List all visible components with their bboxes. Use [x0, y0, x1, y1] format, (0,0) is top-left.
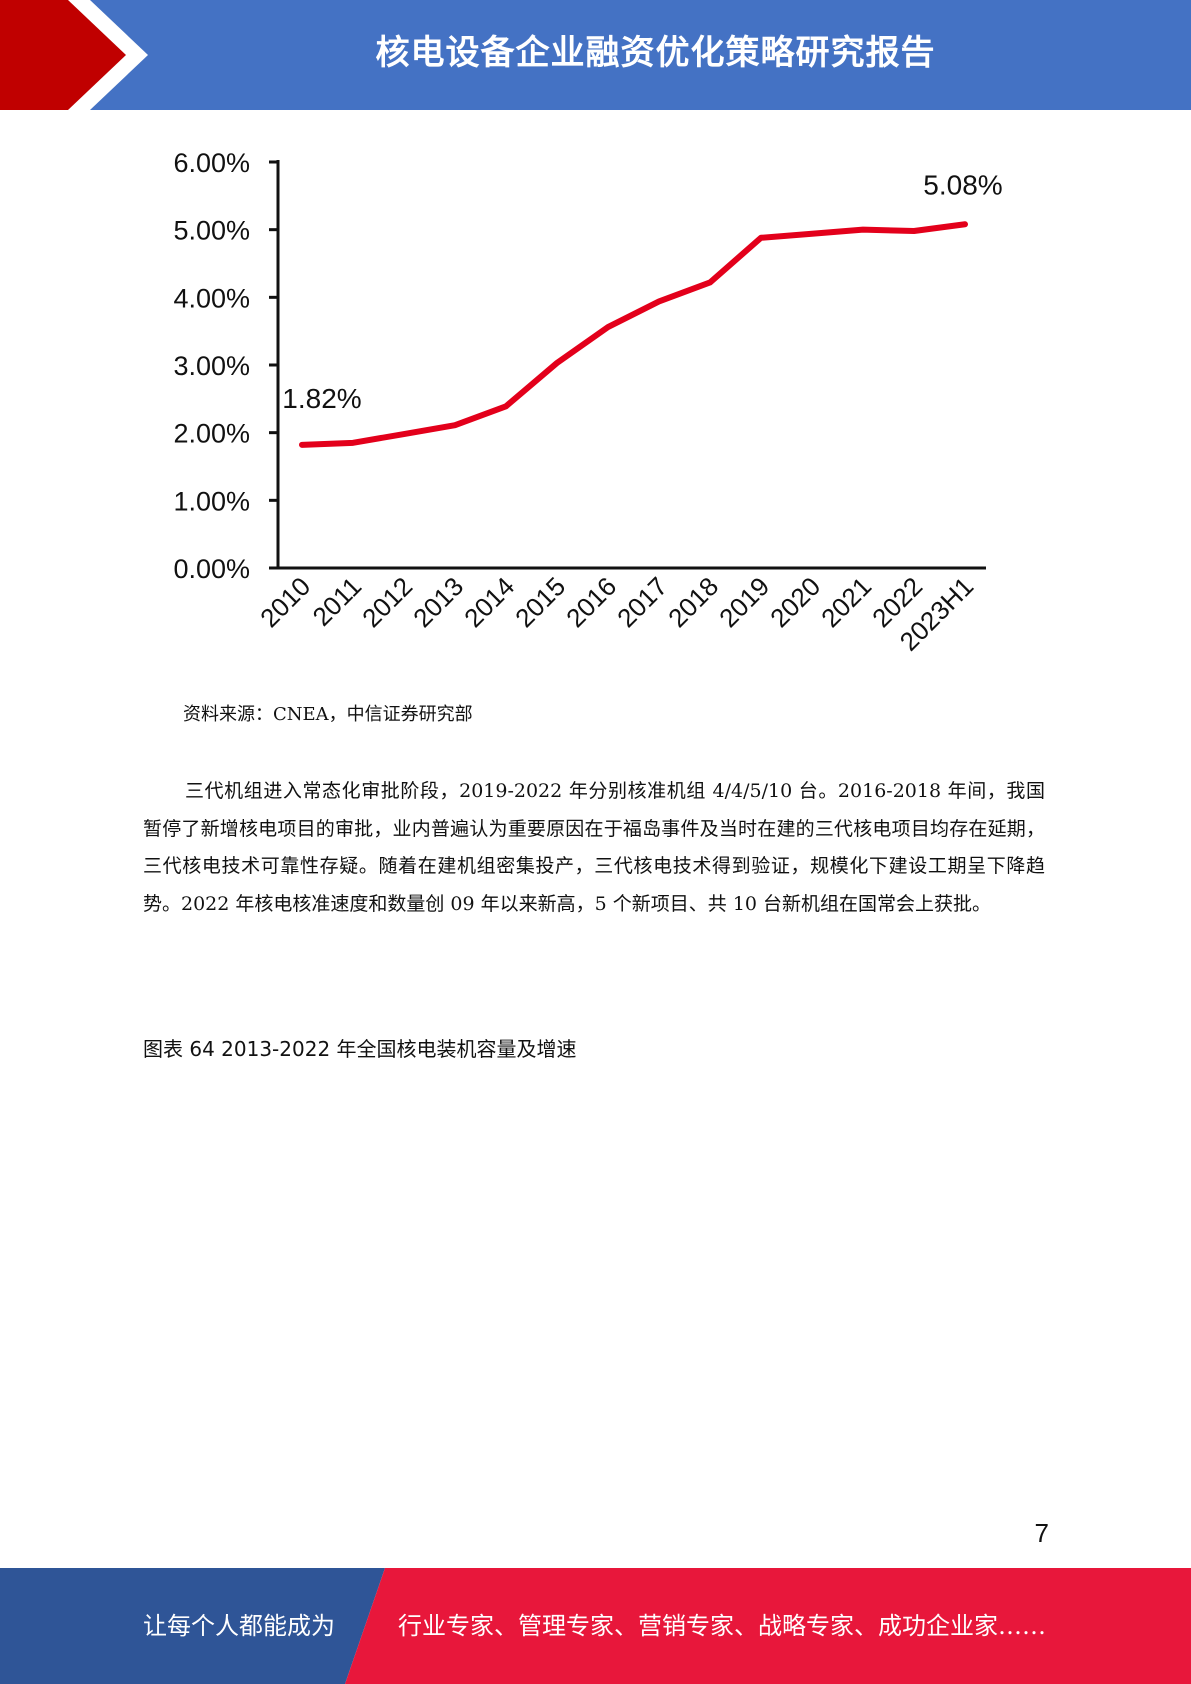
data-labels: 1.82% 5.08%: [282, 169, 1002, 414]
x-axis: 2010201120122013201420152016201720182019…: [254, 566, 986, 657]
chart-svg: 0.00% 1.00% 2.00% 3.00% 4.00% 5.00% 6.00% 2010…: [173, 148, 1002, 657]
y-tick-label: 4.00%: [173, 283, 250, 313]
header-chevron-decoration: [0, 0, 148, 110]
footer-banner: 让每个人都能成为 行业专家、管理专家、营销专家、战略专家、成功企业家……: [0, 1568, 1191, 1684]
y-axis: 0.00% 1.00% 2.00% 3.00% 4.00% 5.00% 6.00%: [173, 148, 280, 584]
figure-caption: 图表 64 2013-2022 年全国核电装机容量及增速: [143, 1037, 577, 1061]
data-label: 5.08%: [923, 169, 1002, 200]
chart-source-note: 资料来源：CNEA，中信证券研究部: [183, 704, 473, 725]
x-tick-label: 2019: [713, 571, 775, 633]
x-tick-label: 2020: [764, 571, 826, 633]
body-paragraph: 三代机组进入常态化审批阶段，2019-2022 年分别核准机组 4/4/5/10…: [143, 780, 1045, 915]
x-tick-label: 2011: [306, 571, 367, 632]
y-tick-label: 3.00%: [173, 351, 250, 381]
series-group: [299, 221, 968, 448]
x-tick-label: 2010: [254, 571, 316, 633]
x-tick-label: 2015: [509, 571, 571, 633]
y-tick-label: 6.00%: [173, 148, 250, 178]
line-chart: 0.00% 1.00% 2.00% 3.00% 4.00% 5.00% 6.00% 2010…: [150, 135, 1030, 680]
x-tick-label: 2012: [356, 571, 418, 633]
y-tick-label: 1.00%: [173, 486, 250, 516]
header-banner: 核电设备企业融资优化策略研究报告: [0, 0, 1191, 110]
footer-background: [0, 1568, 1191, 1684]
y-tick-label: 0.00%: [173, 554, 250, 584]
x-tick-label: 2014: [458, 571, 520, 633]
y-tick-label: 5.00%: [173, 216, 250, 246]
x-tick-label: 2017: [611, 571, 673, 633]
data-label: 1.82%: [282, 383, 361, 414]
x-tick-label: 2018: [662, 571, 724, 633]
page-number: 7: [1034, 1518, 1049, 1548]
footer-slogan-right: 行业专家、管理专家、营销专家、战略专家、成功企业家……: [398, 1612, 1046, 1640]
footer-slogan-left: 让每个人都能成为: [143, 1612, 335, 1640]
x-tick-label: 2016: [560, 571, 622, 633]
series-line: [299, 221, 968, 448]
report-title: 核电设备企业融资优化策略研究报告: [375, 33, 936, 73]
y-tick-label: 2.00%: [173, 419, 250, 449]
x-tick-label: 2021: [815, 571, 877, 633]
x-tick-label: 2013: [407, 571, 469, 633]
